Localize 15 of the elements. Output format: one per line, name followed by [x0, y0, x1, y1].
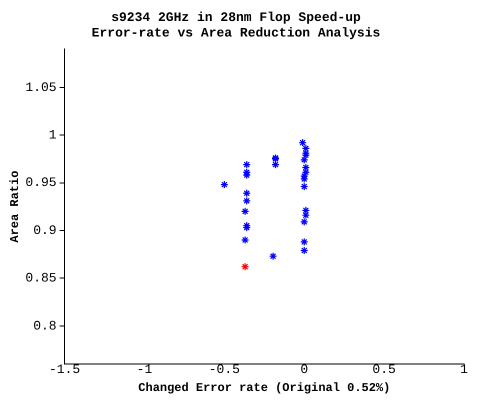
y-tick-label: 0.8: [33, 318, 57, 334]
y-tick-label: 1.05: [25, 80, 57, 95]
chart-title: s9234 2GHz in 28nm Flop Speed-up Error-rate vs Area Reduction Analysis: [92, 10, 381, 41]
x-tick-label: 0: [300, 362, 308, 378]
x-axis-title: Changed Error rate (Original 0.52%): [138, 380, 390, 395]
y-axis-title: Area Ratio: [8, 170, 22, 243]
y-tick-label: 0.85: [25, 270, 57, 286]
y-tick-label: 0.9: [33, 222, 57, 238]
y-tick-label: 0.95: [25, 175, 57, 190]
x-tick-label: -0.5: [208, 362, 240, 378]
x-tick-label: 1: [460, 362, 468, 378]
x-tick-label: -1: [136, 362, 152, 378]
x-tick-label: -1.5: [48, 362, 80, 378]
x-tick-label: 0.5: [372, 362, 396, 378]
y-tick-label: 1: [48, 127, 57, 142]
